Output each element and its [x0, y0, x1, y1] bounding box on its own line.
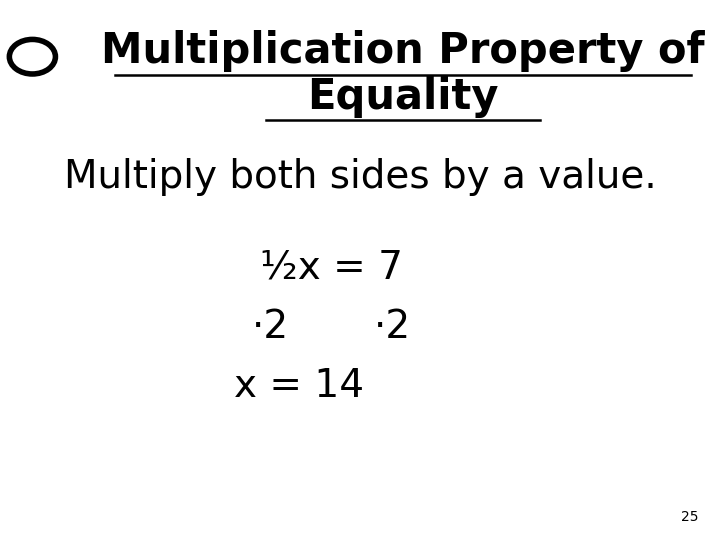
Text: Multiplication Property of: Multiplication Property of — [102, 30, 705, 72]
Text: ·2: ·2 — [251, 308, 289, 346]
Text: x = 14: x = 14 — [234, 367, 364, 405]
Text: Multiply both sides by a value.: Multiply both sides by a value. — [63, 158, 657, 196]
Text: 25: 25 — [681, 510, 698, 524]
Text: Equality: Equality — [307, 76, 499, 118]
Text: ·2: ·2 — [374, 308, 411, 346]
Text: ½x = 7: ½x = 7 — [260, 248, 402, 286]
